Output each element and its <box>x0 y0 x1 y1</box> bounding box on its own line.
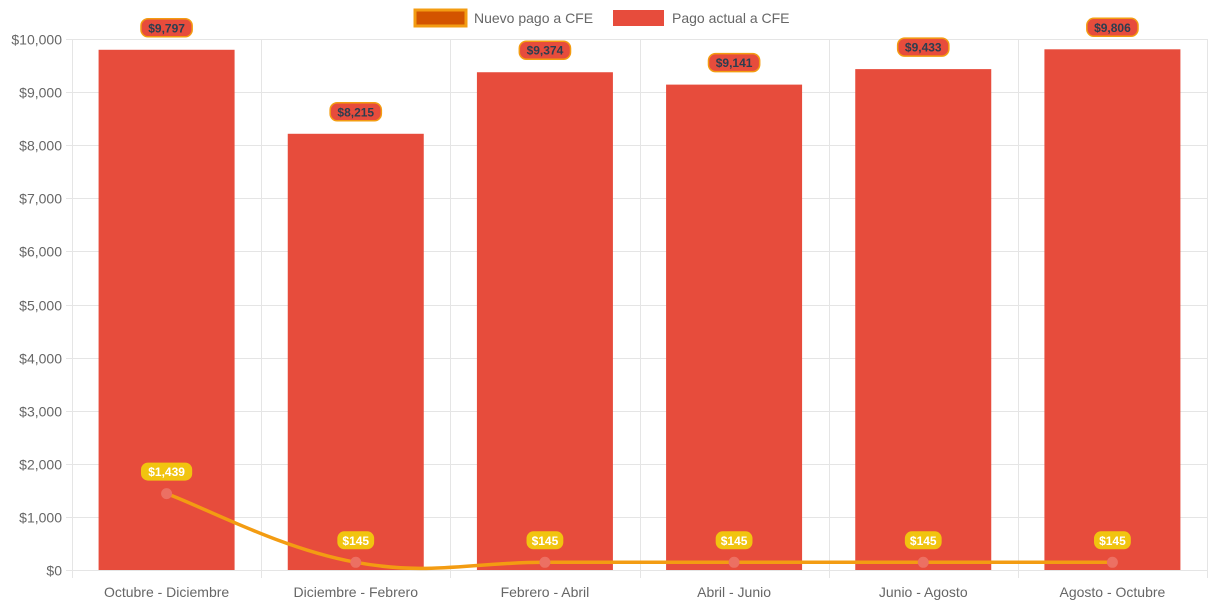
line-data-label-bg <box>904 531 942 550</box>
bar <box>98 49 235 571</box>
bar-data-label-group: $9,141 <box>707 52 761 73</box>
bar-data-label: $9,141 <box>716 56 753 70</box>
x-tick-label: Febrero - Abril <box>501 584 590 600</box>
bar-data-label: $8,215 <box>337 105 374 119</box>
line-point <box>539 556 551 568</box>
line-data-label: $145 <box>532 534 559 548</box>
bar-data-label-bg <box>329 102 383 122</box>
grid-lines <box>66 39 1208 578</box>
line-point <box>350 556 362 568</box>
y-tick-label: $3,000 <box>19 404 62 420</box>
bar-data-label-group: $9,374 <box>518 40 572 60</box>
line-data-label: $145 <box>910 534 937 548</box>
line-data-label-bg <box>140 462 193 481</box>
line-data-label-bg <box>337 531 375 550</box>
bar-data-label-bg <box>518 40 572 60</box>
y-tick-label: $9,000 <box>19 85 62 101</box>
line-data-label-group: $1,439 <box>140 462 193 481</box>
line-data-label-group: $145 <box>526 531 564 550</box>
bar-data-label: $9,374 <box>527 44 564 58</box>
bar-data-label-bg <box>707 52 761 73</box>
bar-data-label-bg <box>140 18 193 38</box>
legend-label-line: Nuevo pago a CFE <box>474 10 593 26</box>
y-tick-label: $8,000 <box>19 138 62 154</box>
x-tick-label: Agosto - Octubre <box>1060 584 1166 600</box>
legend-swatch-bar <box>613 10 664 26</box>
bar <box>666 84 803 570</box>
line-data-label: $145 <box>342 534 369 548</box>
y-tick-label: $0 <box>46 563 62 579</box>
y-tick-label: $5,000 <box>19 298 62 314</box>
x-tick-label: Abril - Junio <box>697 584 771 600</box>
y-tick-label: $4,000 <box>19 351 62 367</box>
line-data-label-group: $145 <box>904 531 942 550</box>
bar-data-label-bg <box>1086 17 1139 38</box>
line-data-label: $145 <box>1099 534 1126 548</box>
y-tick-label: $6,000 <box>19 244 62 260</box>
line-data-label-bg <box>715 531 753 550</box>
bar-data-label-group: $9,797 <box>140 18 193 38</box>
x-tick-label: Junio - Agosto <box>879 584 968 600</box>
line-data-label-group: $145 <box>337 531 375 550</box>
bar <box>476 72 613 570</box>
x-tick-label: Diciembre - Febrero <box>294 584 419 600</box>
y-tick-label: $1,000 <box>19 510 62 526</box>
bar <box>855 69 992 570</box>
bar-data-label-group: $8,215 <box>329 102 383 122</box>
bar-data-label-group: $9,433 <box>896 37 950 57</box>
legend-swatch-line <box>413 8 468 28</box>
line-series-path <box>165 491 1113 571</box>
x-tick-label: Octubre - Diciembre <box>104 584 229 600</box>
line-point <box>1106 556 1118 568</box>
bar <box>1044 49 1181 571</box>
bar-data-label: $9,806 <box>1094 21 1131 35</box>
legend-label-bar: Pago actual a CFE <box>672 10 790 26</box>
line-data-label: $145 <box>721 534 748 548</box>
bar-data-label: $9,433 <box>905 41 942 55</box>
bar-data-label-bg <box>896 37 950 57</box>
y-tick-label: $2,000 <box>19 457 62 473</box>
line-data-label-bg <box>526 531 564 550</box>
line-point <box>728 556 740 568</box>
bar-data-label: $9,797 <box>148 21 185 35</box>
line-point <box>161 488 173 500</box>
line-data-label-group: $145 <box>1094 531 1131 550</box>
line-data-label: $1,439 <box>148 465 185 479</box>
line-data-label-bg <box>1094 531 1131 550</box>
bar <box>287 133 424 570</box>
y-tick-label: $7,000 <box>19 191 62 207</box>
y-tick-label: $10,000 <box>11 32 62 48</box>
bar-data-label-group: $9,806 <box>1086 17 1139 38</box>
line-data-label-group: $145 <box>715 531 753 550</box>
line-point <box>917 556 929 568</box>
